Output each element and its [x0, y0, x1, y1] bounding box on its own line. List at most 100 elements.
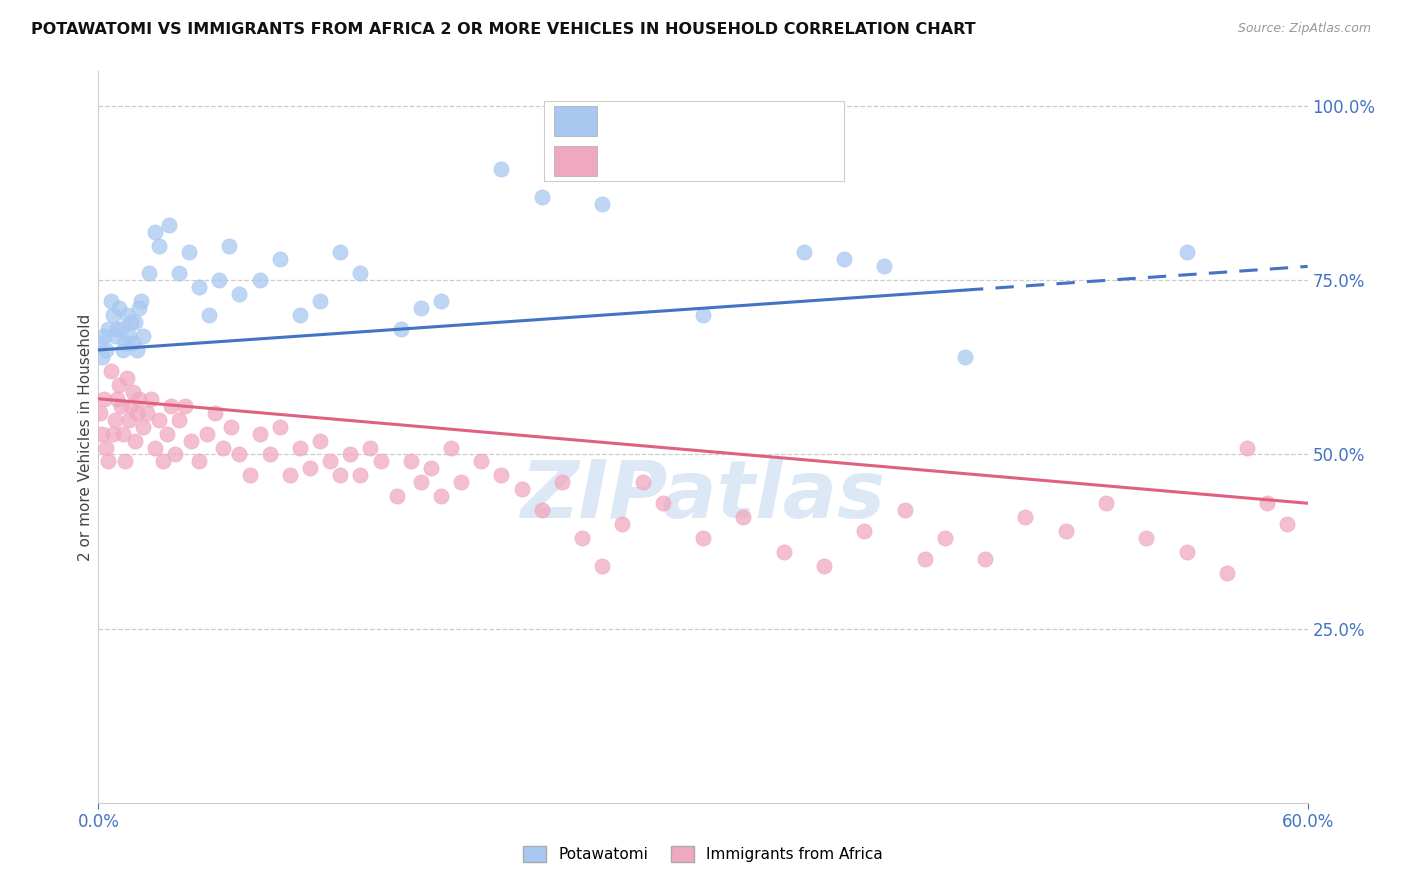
Point: [163, 448, 186, 462]
Legend: Potawatomi, Immigrants from Africa: Potawatomi, Immigrants from Africa: [517, 840, 889, 868]
Point: [591, 196, 613, 211]
Point: [167, 412, 190, 426]
Text: ZIPatlas: ZIPatlas: [520, 457, 886, 534]
Point: [135, 406, 157, 420]
Point: [450, 475, 472, 490]
Point: [188, 454, 211, 468]
Point: [360, 441, 382, 455]
Point: [97, 322, 120, 336]
Point: [110, 399, 132, 413]
Point: [179, 245, 201, 260]
Point: [1277, 517, 1299, 532]
Point: [118, 329, 141, 343]
Point: [138, 266, 160, 280]
Point: [124, 434, 146, 448]
Point: [853, 524, 876, 538]
Text: Source: ZipAtlas.com: Source: ZipAtlas.com: [1237, 22, 1371, 36]
Point: [953, 350, 976, 364]
Point: [208, 273, 231, 287]
Point: [174, 399, 197, 413]
Point: [160, 399, 183, 413]
Point: [114, 454, 136, 468]
Point: [228, 448, 250, 462]
Point: [128, 301, 150, 316]
Point: [107, 377, 129, 392]
Point: [157, 218, 180, 232]
Point: [651, 496, 673, 510]
Point: [97, 454, 120, 468]
Point: [89, 406, 111, 420]
Point: [249, 273, 271, 287]
Point: [103, 329, 125, 343]
Point: [793, 245, 815, 260]
Point: [551, 475, 574, 490]
Point: [121, 336, 143, 351]
Point: [100, 364, 122, 378]
Point: [125, 343, 148, 357]
Point: [125, 406, 148, 420]
Point: [813, 558, 835, 573]
Point: [156, 426, 179, 441]
Point: [385, 489, 408, 503]
Point: [128, 392, 150, 406]
Point: [612, 517, 634, 532]
Point: [893, 503, 915, 517]
Point: [974, 552, 997, 566]
Point: [420, 461, 443, 475]
Point: [115, 308, 138, 322]
Point: [124, 315, 146, 329]
Point: [934, 531, 956, 545]
Point: [188, 280, 211, 294]
Point: [1175, 545, 1198, 559]
Point: [733, 510, 755, 524]
Point: [530, 503, 553, 517]
Point: [430, 489, 453, 503]
Point: [139, 392, 162, 406]
Point: [631, 475, 654, 490]
Point: [491, 468, 513, 483]
Point: [278, 468, 301, 483]
Point: [143, 225, 166, 239]
Point: [339, 448, 361, 462]
Point: [1175, 245, 1198, 260]
Bar: [554, 106, 598, 136]
Point: [120, 315, 142, 329]
Point: [409, 301, 432, 316]
Point: [914, 552, 936, 566]
Point: [120, 399, 142, 413]
Point: [96, 441, 118, 455]
Point: [198, 308, 221, 322]
Point: [152, 454, 174, 468]
Point: [148, 238, 170, 252]
Point: [228, 287, 250, 301]
Point: [440, 441, 463, 455]
Point: [329, 468, 352, 483]
Point: [221, 419, 243, 434]
Point: [269, 419, 291, 434]
Point: [269, 252, 291, 267]
Point: [510, 483, 533, 497]
Point: [329, 245, 352, 260]
Point: [118, 412, 141, 426]
Point: [115, 371, 138, 385]
Point: [111, 343, 134, 357]
Point: [873, 260, 896, 274]
Point: [309, 294, 332, 309]
Point: [143, 441, 166, 455]
Point: [1054, 524, 1077, 538]
Point: [96, 343, 118, 357]
Point: [319, 454, 342, 468]
Point: [772, 545, 794, 559]
Text: R =: R =: [609, 153, 637, 169]
Point: [105, 392, 128, 406]
Point: [349, 468, 371, 483]
Text: 51: 51: [799, 113, 820, 128]
Point: [530, 190, 553, 204]
Point: [93, 329, 115, 343]
Point: [132, 419, 155, 434]
Point: [1236, 441, 1258, 455]
Point: [107, 301, 129, 316]
Point: [249, 426, 271, 441]
Point: [389, 322, 412, 336]
Point: [259, 448, 281, 462]
